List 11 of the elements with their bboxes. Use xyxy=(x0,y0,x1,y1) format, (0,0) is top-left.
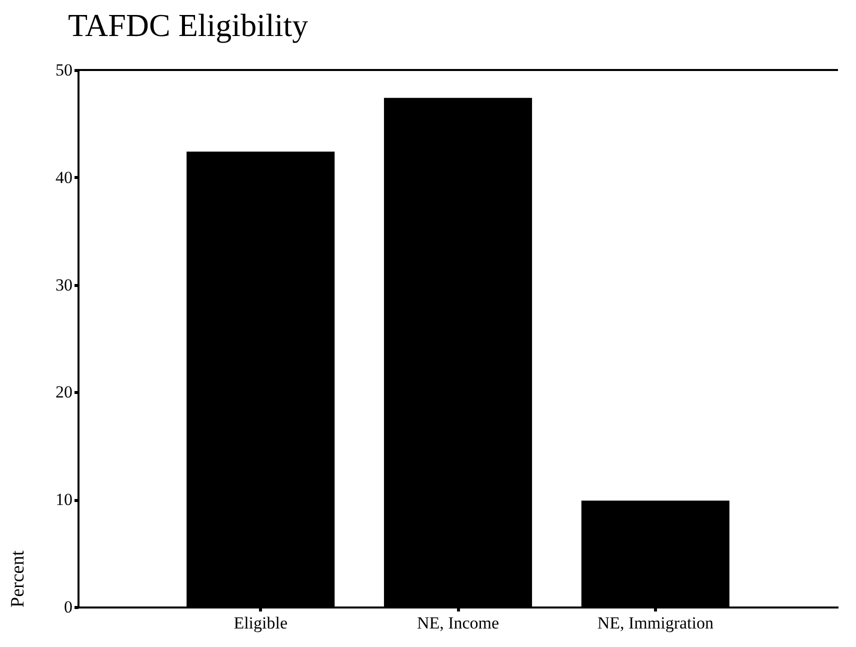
x-tick-label: NE, Income xyxy=(416,614,500,632)
y-axis-title: Percent xyxy=(8,550,28,608)
y-tick-label: 30 xyxy=(56,275,72,294)
x-tick-label: NE, Immigration xyxy=(597,614,714,632)
y-tick-label: 50 xyxy=(56,60,72,80)
chart-title: TAFDC Eligibility xyxy=(68,7,308,43)
x-tick-label: Eligible xyxy=(234,614,288,632)
y-tick-label: 10 xyxy=(56,490,72,510)
y-tick-label: 40 xyxy=(56,168,72,187)
y-tick-label: 20 xyxy=(56,382,72,402)
y-tick-label: 0 xyxy=(64,598,72,616)
